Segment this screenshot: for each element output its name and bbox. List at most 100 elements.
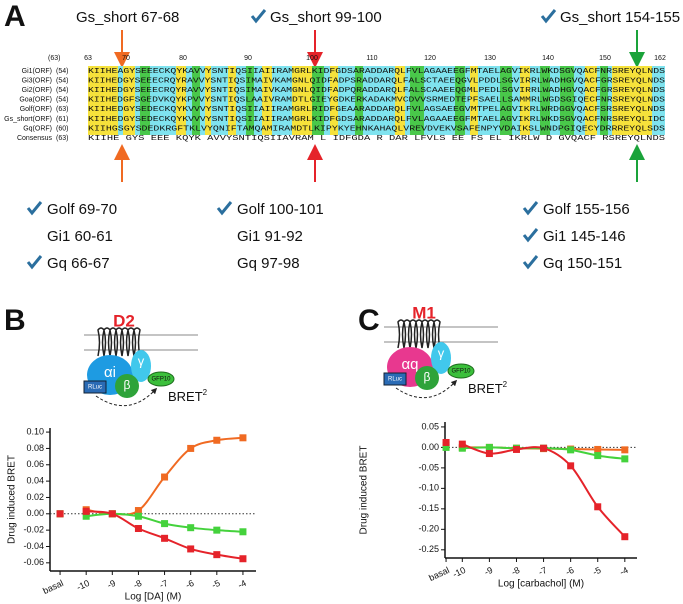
marker [594,452,602,460]
signal-text: BRET [168,389,203,404]
shade [612,66,652,135]
donor [383,372,407,386]
row-start: (54) [56,97,68,104]
x-tick-label: -8 [510,565,521,577]
marker [134,512,142,520]
receptor [97,327,141,357]
receptor [397,319,441,349]
site-label: Gs_short 67-68 [76,9,179,26]
row-start: (54) [56,87,68,94]
y-tick-label: 0.05 [421,421,439,431]
ruler-tick: 90 [244,55,252,62]
marker [485,443,493,451]
panel-letter: B [4,304,26,337]
row-start: (54) [56,77,68,84]
row-name: Gi3(ORF) [22,77,52,84]
row-start: (63) [56,135,68,142]
y-tick-label: 0.00 [26,508,44,518]
marker [567,446,575,454]
marker [594,503,602,511]
shade [540,66,550,135]
alpha-label: αq [401,356,418,373]
site-label: Golf 155-156 [543,201,630,218]
row-name: Consensus [17,135,53,142]
sequence: KIIHEDGYSEEECRQYRAVVYSNTIQSIMAIVKAMGNLQI… [88,77,665,85]
sequence: KIIHGSGYSDEDKRGFTKLVYQNIFTAMQAMIRAMDTLKI… [88,125,665,133]
x-axis-title: Log [DA] (M) [125,592,182,603]
shade [395,66,405,135]
row-name: Gi1(ORF) [22,68,52,75]
y-tick-label: 0.02 [26,492,44,502]
ruler-tick: 110 [366,55,377,62]
acceptor [447,363,475,379]
beta-subunit [415,366,439,390]
acceptor-label: GFP10 [151,377,171,383]
beta-label: β [424,370,431,384]
acceptor-label: GFP10 [451,369,471,375]
x-tick-label: -8 [132,578,143,590]
donor [83,380,107,394]
gamma-label: γ [138,353,145,368]
marker [540,444,548,452]
shade [330,66,338,135]
ruler-tick: 150 [599,55,611,62]
x-tick-label: -10 [75,578,91,593]
marker [621,446,629,454]
marker [239,555,247,563]
shade [470,66,478,135]
shade [176,66,186,135]
shade [520,66,530,135]
y-tick-label: -0.15 [418,503,439,513]
shade [560,66,574,135]
marker [485,450,493,458]
x-tick-label: -5 [591,565,602,577]
ruler-tick: 130 [484,55,496,62]
check-icon [250,8,267,23]
ruler-start: (63) [48,55,60,62]
y-tick-label: 0.00 [421,442,439,452]
ruler-tick: 140 [542,55,554,62]
signal-text: BRET [468,381,503,396]
marker [239,528,247,536]
site-label: Gi1 145-146 [543,228,626,245]
ruler-tick: 70 [122,55,130,62]
x-tick-label: basal [427,565,451,583]
check-icon [26,200,43,215]
check-icon [522,227,539,242]
y-tick-label: -0.10 [418,483,439,493]
shade [246,66,254,135]
marker [187,545,195,553]
marker [161,534,169,542]
y-tick-label: -0.06 [23,557,44,567]
x-axis-title: Log [carbachol] (M) [498,579,584,590]
y-tick-label: -0.02 [23,525,44,535]
transfer-arrow [395,379,458,399]
shade [585,66,597,135]
site-label: Gs_short 99-100 [270,9,382,26]
site-label: Golf 69-70 [47,201,117,218]
y-tick-label: -0.05 [418,462,439,472]
marker [56,510,64,518]
marker [239,434,247,442]
row-start: (54) [56,68,68,75]
marker [213,551,221,559]
shade [140,66,150,135]
check-icon [522,200,539,215]
x-tick-label: -5 [210,578,221,590]
marker [187,444,195,452]
shade [123,66,135,135]
y-tick-label: 0.06 [26,459,44,469]
row-start: (63) [56,106,68,113]
y-tick-label: -0.04 [23,541,44,551]
shade [292,66,314,135]
y-tick-label: -0.25 [418,544,439,554]
gamma-subunit [131,350,151,382]
x-tick-label: -9 [106,578,117,590]
y-axis-title: Drug induced BRET [359,446,370,535]
marker [458,440,466,448]
row-start: (61) [56,116,68,123]
check-icon [216,200,233,215]
site-label: Gi1 91-92 [237,228,303,245]
shade [410,66,424,135]
